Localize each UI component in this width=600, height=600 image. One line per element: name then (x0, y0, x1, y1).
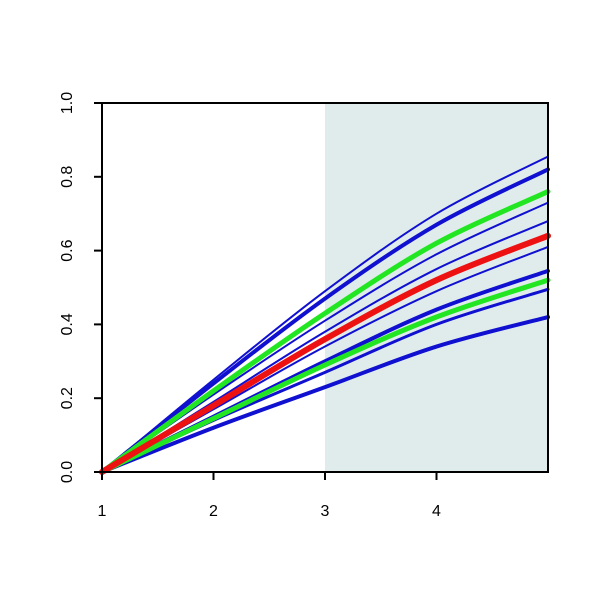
series-line (99, 232, 551, 475)
y-tick-label: 1.0 (59, 92, 76, 114)
x-tick-label: 2 (209, 503, 218, 520)
y-tick-label: 0.6 (59, 239, 76, 261)
series-line (99, 189, 551, 475)
x-tick-label: 1 (98, 503, 107, 520)
series-line (100, 315, 550, 474)
y-tick-label: 0.4 (59, 313, 76, 335)
x-tick-label: 4 (432, 503, 441, 520)
y-tick-label: 0.2 (59, 387, 76, 409)
y-tick-label: 0.0 (59, 461, 76, 483)
shaded-region (325, 103, 548, 472)
y-tick-label: 0.8 (59, 166, 76, 188)
series-line (99, 277, 551, 475)
x-tick-label: 3 (321, 503, 330, 520)
series-line (100, 167, 550, 474)
